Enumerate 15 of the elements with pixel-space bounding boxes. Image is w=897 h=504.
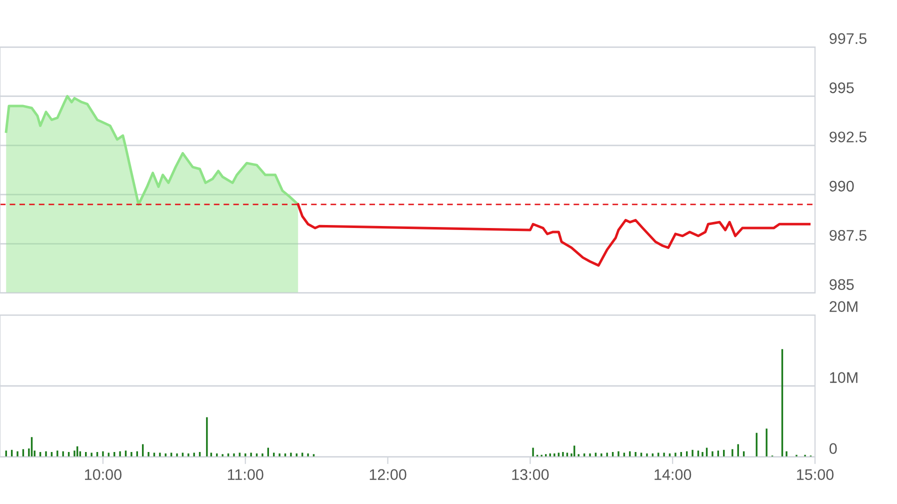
y-tick-label: 985 xyxy=(830,279,854,290)
x-tick-label: 10:00 xyxy=(85,469,122,480)
y-tick-label: 10M xyxy=(830,372,858,383)
y-tick-label: 992.5 xyxy=(830,132,866,142)
y-tick-label: 995 xyxy=(830,82,854,94)
y-tick-label: 0 xyxy=(830,443,837,454)
y-tick-label: 990 xyxy=(830,180,854,192)
y-tick-label: 997.5 xyxy=(830,33,866,44)
y-tick-label: 987.5 xyxy=(830,230,866,241)
x-tick-label: 15:00 xyxy=(797,469,834,480)
x-tick-label: 11:00 xyxy=(228,469,264,480)
x-tick-label: 13:00 xyxy=(512,469,549,480)
x-tick-label: 12:00 xyxy=(370,469,406,480)
y-tick-label: 20M xyxy=(830,301,858,312)
x-tick-label: 14:00 xyxy=(654,469,692,480)
